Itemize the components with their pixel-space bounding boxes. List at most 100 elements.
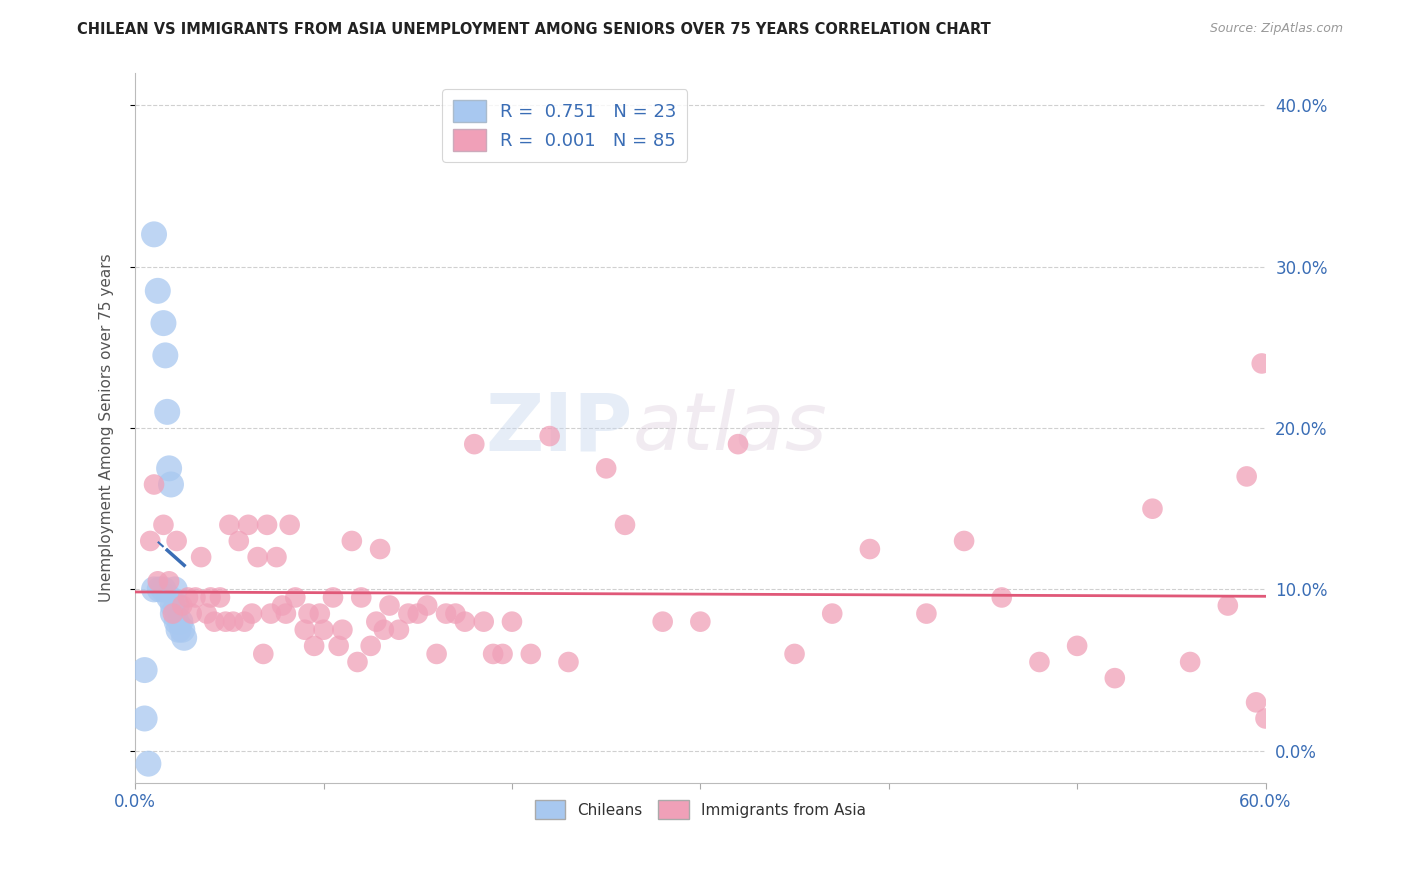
Point [360,639,382,653]
Point [139,533,162,548]
Point [134,663,156,677]
Point [222,615,245,629]
Point [167,623,190,637]
Point [169,615,191,629]
Point [233,615,256,629]
Point [821,607,844,621]
Text: CHILEAN VS IMMIGRANTS FROM ASIA UNEMPLOYMENT AMONG SENIORS OVER 75 YEARS CORRELA: CHILEAN VS IMMIGRANTS FROM ASIA UNEMPLOY… [77,22,991,37]
Point [146,574,169,589]
Point [312,623,335,637]
Point [214,615,236,629]
Point [246,550,269,565]
Point [651,615,673,629]
Point [143,477,166,491]
Point [1028,655,1050,669]
Point [256,517,278,532]
Point [378,599,401,613]
Point [195,607,218,621]
Point [146,284,169,298]
Text: atlas: atlas [633,389,827,467]
Point [396,607,419,621]
Text: Source: ZipAtlas.com: Source: ZipAtlas.com [1209,22,1343,36]
Point [218,517,240,532]
Point [373,623,395,637]
Point [200,591,222,605]
Point [156,405,179,419]
Point [190,550,212,565]
Point [859,542,882,557]
Point [368,542,391,557]
Point [228,533,250,548]
Point [614,517,637,532]
Point [1104,671,1126,685]
Point [252,647,274,661]
Point [134,711,156,725]
Point [238,517,260,532]
Point [162,599,184,613]
Point [538,429,561,443]
Point [444,607,467,621]
Point [1066,639,1088,653]
Point [184,591,207,605]
Point [157,461,180,475]
Point [157,574,180,589]
Point [915,607,938,621]
Point [482,647,505,661]
Point [162,607,184,621]
Point [278,517,301,532]
Point [454,615,477,629]
Point [166,533,188,548]
Point [727,437,749,451]
Point [434,607,457,621]
Point [501,615,523,629]
Point [152,517,174,532]
Point [157,591,180,605]
Point [346,655,368,669]
Point [322,591,344,605]
Point [416,599,439,613]
Point [1244,695,1267,709]
Point [302,639,325,653]
Point [202,615,225,629]
Point [557,655,579,669]
Point [366,615,388,629]
Y-axis label: Unemployment Among Seniors over 75 years: Unemployment Among Seniors over 75 years [100,253,114,602]
Point [284,591,307,605]
Point [1142,501,1164,516]
Point [160,477,183,491]
Point [297,607,319,621]
Point [180,607,202,621]
Point [426,647,449,661]
Point [990,591,1012,605]
Point [1216,599,1239,613]
Point [783,647,806,661]
Point [520,647,543,661]
Point [294,623,316,637]
Point [406,607,429,621]
Point [162,607,184,621]
Point [166,599,188,613]
Point [266,550,288,565]
Point [1250,356,1272,370]
Point [328,639,350,653]
Point [350,591,373,605]
Point [491,647,513,661]
Legend: Chileans, Immigrants from Asia: Chileans, Immigrants from Asia [529,794,872,825]
Point [260,607,283,621]
Point [332,623,354,637]
Point [172,623,194,637]
Point [143,227,166,242]
Point [463,437,485,451]
Point [388,623,411,637]
Point [143,582,166,597]
Point [172,599,194,613]
Point [1236,469,1258,483]
Point [152,582,174,597]
Point [1254,711,1277,725]
Point [240,607,263,621]
Point [177,591,200,605]
Point [1178,655,1201,669]
Text: ZIP: ZIP [485,389,633,467]
Point [163,582,186,597]
Point [152,316,174,330]
